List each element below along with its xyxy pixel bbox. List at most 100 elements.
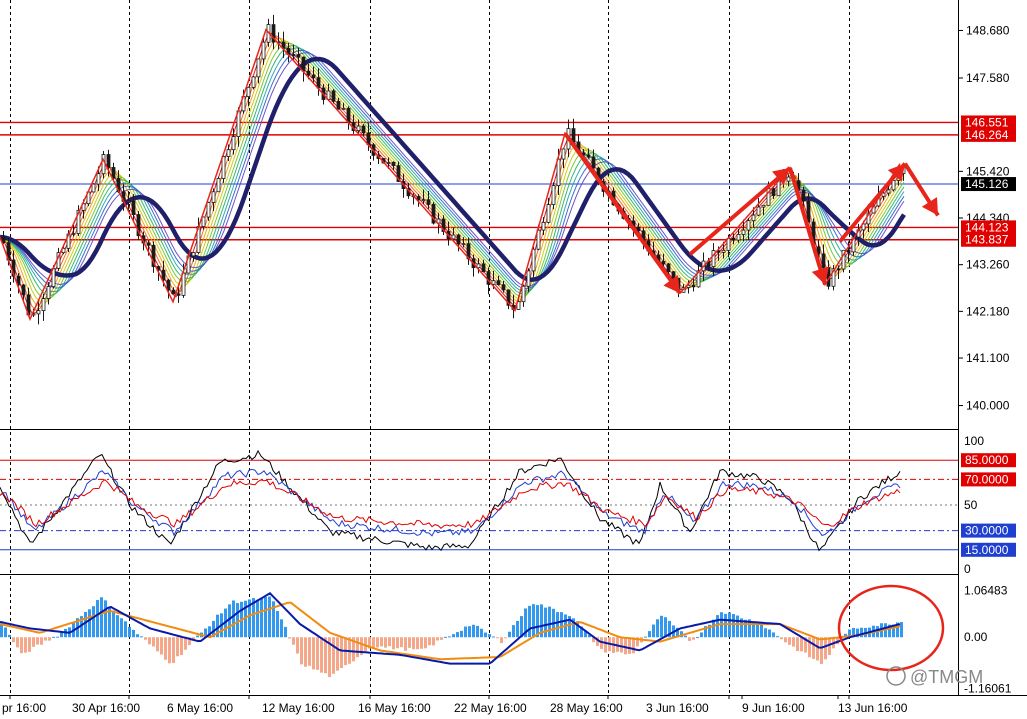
macd-histogram-bar-negative xyxy=(304,637,307,667)
bull-candle xyxy=(356,125,361,131)
macd-histogram-bar-positive xyxy=(704,626,707,638)
macd-histogram-bar-positive xyxy=(752,622,755,638)
macd-histogram-bar-positive xyxy=(244,600,247,638)
macd-histogram-bar-negative xyxy=(300,637,303,665)
macd-histogram-bar-positive xyxy=(520,616,523,638)
macd-histogram-bar-negative xyxy=(500,637,503,644)
bull-candle xyxy=(696,270,701,288)
bull-candle xyxy=(881,192,886,197)
bull-candle xyxy=(341,107,346,110)
macd-histogram-bar-negative xyxy=(164,637,167,660)
bull-candle xyxy=(256,58,261,78)
macd-histogram-bar-negative xyxy=(628,637,631,654)
macd-histogram-bar-negative xyxy=(420,637,423,649)
bear-candle xyxy=(106,154,111,168)
macd-main-line xyxy=(0,592,901,665)
bull-candle xyxy=(491,280,496,285)
macd-histogram-bar-positive xyxy=(732,614,735,638)
bear-candle xyxy=(306,70,311,76)
bull-candle xyxy=(226,149,231,157)
macd-histogram-bar-negative xyxy=(308,637,311,666)
macd-histogram-bar-negative xyxy=(820,637,823,664)
macd-histogram-bar-positive xyxy=(748,619,751,638)
macd-histogram-bar-negative xyxy=(596,637,599,646)
macd-histogram-bar-positive xyxy=(668,620,671,638)
bear-candle xyxy=(731,237,736,241)
time-tick-label: pr 16:00 xyxy=(2,701,46,715)
price-tick-label: 142.180 xyxy=(966,304,1010,318)
macd-histogram-bar-negative xyxy=(404,637,407,651)
macd-histogram-bar-positive xyxy=(652,624,655,638)
macd-histogram-bar-positive xyxy=(548,606,551,638)
trend-arrow-head xyxy=(887,163,905,182)
macd-histogram-bar-negative xyxy=(804,637,807,653)
macd-histogram-bar-positive xyxy=(112,610,115,638)
macd-histogram-bar-positive xyxy=(676,627,679,638)
macd-histogram-bar-negative xyxy=(400,637,403,648)
bear-candle xyxy=(671,271,676,279)
macd-layer xyxy=(0,584,945,678)
ma-ribbon-line xyxy=(0,52,905,287)
macd-histogram-bar-positive xyxy=(232,600,235,638)
price-tick-label: 141.100 xyxy=(966,351,1010,365)
macd-axis: 1.06483 0.00 -1.16061 xyxy=(964,583,1012,695)
bull-candle xyxy=(851,236,856,253)
macd-histogram-bar-positive xyxy=(568,616,571,638)
macd-histogram-bar-positive xyxy=(660,615,663,638)
macd-histogram-bar-positive xyxy=(664,617,667,638)
bull-candle xyxy=(191,252,196,257)
macd-histogram-bar-negative xyxy=(620,637,623,653)
bear-candle xyxy=(1,236,6,244)
macd-histogram-bar-positive xyxy=(492,636,495,638)
trend-arrow-shaft xyxy=(688,166,792,256)
macd-histogram-bar-negative xyxy=(156,637,159,652)
bull-candle xyxy=(261,41,266,60)
macd-histogram-bar-positive xyxy=(52,636,55,638)
macd-histogram-bar-positive xyxy=(136,634,139,638)
bear-candle xyxy=(296,54,301,58)
bear-candle xyxy=(146,242,151,246)
macd-histogram-bar-positive xyxy=(208,626,211,638)
macd-histogram-bar-negative xyxy=(296,637,299,654)
bull-candle xyxy=(861,223,866,231)
bear-candle xyxy=(16,275,21,286)
macd-histogram-bar-positive xyxy=(132,629,135,638)
macd-histogram-bar-negative xyxy=(496,637,499,639)
macd-histogram-bar-positive xyxy=(716,615,719,638)
macd-histogram-bar-positive xyxy=(216,614,219,638)
macd-histogram-bar-positive xyxy=(264,597,267,638)
bear-candle xyxy=(586,154,591,158)
time-tick-label: 9 Jun 16:00 xyxy=(742,701,805,715)
stochastic-signal-line xyxy=(0,468,901,537)
bull-candle xyxy=(841,249,846,270)
macd-histogram-bar-negative xyxy=(836,637,839,645)
slow-moving-average-line xyxy=(0,56,906,282)
macd-histogram-bar-negative xyxy=(808,637,811,658)
macd-histogram-bar-positive xyxy=(776,636,779,638)
macd-histogram-bar-negative xyxy=(340,637,343,669)
macd-histogram-bar-positive xyxy=(96,600,99,638)
macd-histogram-bar-positive xyxy=(488,634,491,638)
bull-candle xyxy=(751,214,756,222)
macd-histogram-bar-negative xyxy=(44,637,47,641)
macd-histogram-bar-positive xyxy=(696,637,699,639)
macd-histogram-bar-positive xyxy=(456,632,459,638)
macd-histogram-bar-positive xyxy=(584,630,587,638)
macd-histogram-bar-negative xyxy=(432,637,435,646)
macd-histogram-bar-positive xyxy=(444,636,447,638)
macd-histogram-bar-negative xyxy=(168,637,171,664)
macd-histogram-bar-positive xyxy=(648,631,651,638)
macd-histogram-bar-positive xyxy=(56,636,59,638)
bull-candle xyxy=(221,156,226,179)
macd-histogram-bar-negative xyxy=(800,637,803,652)
macd-histogram-bar-positive xyxy=(60,632,63,638)
macd-histogram-bar-negative xyxy=(192,637,195,641)
macd-histogram-bar-positive xyxy=(736,615,739,638)
macd-histogram-bar-negative xyxy=(600,637,603,649)
macd-histogram-bar-negative xyxy=(784,637,787,643)
bull-candle xyxy=(741,229,746,235)
macd-histogram-bar-negative xyxy=(316,637,319,670)
macd-histogram-bar-negative xyxy=(788,637,791,645)
macd-histogram-bar-positive xyxy=(140,636,143,638)
bull-candle xyxy=(546,204,551,223)
